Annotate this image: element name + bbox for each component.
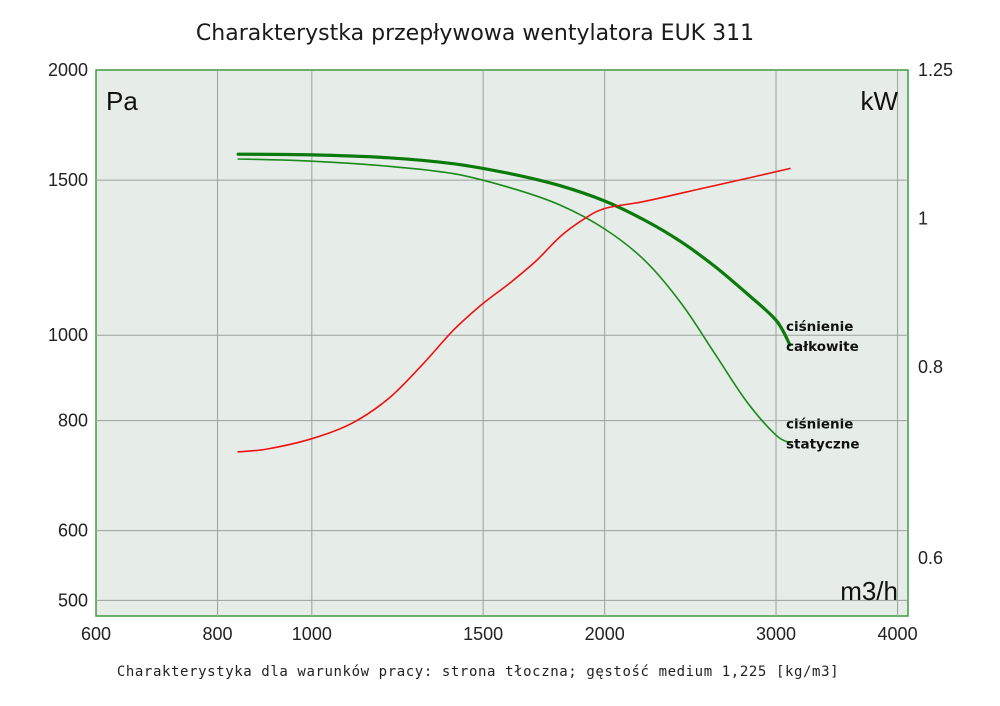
- y-right-tick-label: 0.6: [918, 548, 943, 568]
- x-tick-label: 800: [203, 624, 233, 644]
- series-label-cisnienie-calkowite: całkowite: [786, 339, 859, 355]
- series-line-cisnienie-statyczne: [237, 158, 791, 444]
- chart-title: Charakterystka przepływowa wentylatora E…: [196, 21, 754, 46]
- x-tick-label: 2000: [585, 624, 625, 644]
- y-left-tick-label: 2000: [48, 60, 88, 80]
- series-label-cisnienie-calkowite: ciśnienie: [786, 319, 853, 335]
- x-axis-ticks: 600 800 1000 1500 2000 3000 4000: [81, 624, 918, 644]
- y-right-unit-label: kW: [860, 86, 898, 116]
- y-left-unit-label: Pa: [106, 86, 138, 116]
- series-line-cisnienie-calkowite: [236, 152, 792, 347]
- series-label-cisnienie-statyczne: ciśnienie: [786, 417, 853, 433]
- x-tick-label: 3000: [756, 624, 796, 644]
- y-right-tick-label: 1: [918, 208, 928, 228]
- x-unit-label: m3/h: [840, 576, 898, 606]
- y-left-tick-label: 600: [58, 521, 88, 541]
- x-tick-label: 1500: [463, 624, 503, 644]
- series-line-moc: [237, 167, 791, 453]
- y-right-tick-label: 1.25: [918, 60, 953, 80]
- y-right-tick-label: 0.8: [918, 357, 943, 377]
- y-axis-right-ticks: 0.6 0.8 1 1.25: [918, 60, 953, 568]
- plot-area: [95, 69, 909, 617]
- y-left-tick-label: 1000: [48, 325, 88, 345]
- chart-caption: Charakterystyka dla warunków pracy: stro…: [117, 664, 839, 680]
- series-lines: [236, 152, 792, 453]
- y-left-tick-label: 800: [58, 411, 88, 431]
- x-tick-label: 4000: [878, 624, 918, 644]
- y-left-tick-label: 1500: [48, 170, 88, 190]
- series-labels: ciśnienie całkowite ciśnienie statyczne: [786, 319, 859, 453]
- series-label-cisnienie-statyczne: statyczne: [786, 437, 859, 453]
- x-tick-label: 1000: [292, 624, 332, 644]
- x-tick-label: 600: [81, 624, 111, 644]
- y-left-tick-label: 500: [58, 590, 88, 610]
- y-axis-left-ticks: 500 600 800 1000 1500 2000: [48, 60, 88, 610]
